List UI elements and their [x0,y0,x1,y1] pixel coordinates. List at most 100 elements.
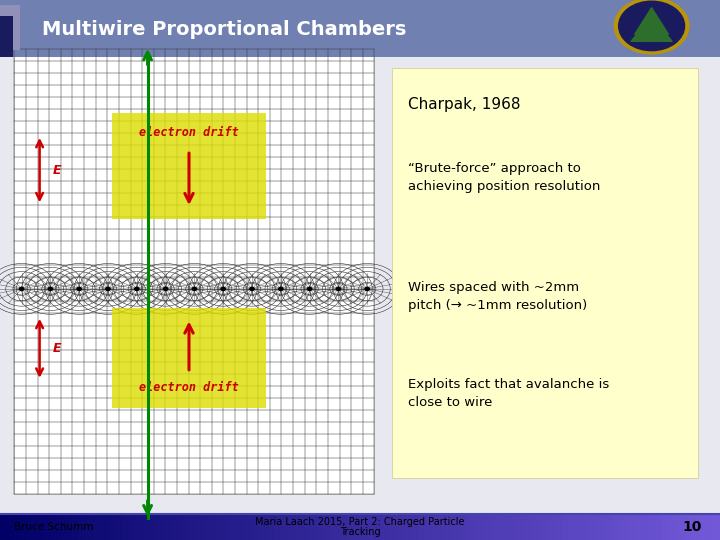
Bar [151,514,158,540]
Bar [86,514,94,540]
Bar [425,514,432,540]
Text: Wires spaced with ~2mm
pitch (→ ~1mm resolution): Wires spaced with ~2mm pitch (→ ~1mm res… [408,281,588,312]
Bar [187,514,194,540]
Bar [461,514,468,540]
Bar [490,514,497,540]
Bar [698,514,706,540]
Bar [432,514,439,540]
Bar [713,514,720,540]
Bar [14,49,374,494]
Bar [598,514,605,540]
Bar [115,514,122,540]
Bar [533,514,540,540]
Bar [662,514,670,540]
Bar [583,514,590,540]
Bar [634,514,641,540]
Bar [410,514,418,540]
Circle shape [135,287,139,291]
Bar [482,514,490,540]
Bar [108,514,115,540]
Bar [43,514,50,540]
Bar [274,514,281,540]
Bar [202,514,209,540]
Circle shape [163,287,168,291]
Bar [36,514,43,540]
Text: Multiwire Proportional Chambers: Multiwire Proportional Chambers [42,20,406,39]
Bar [0,5,20,50]
Circle shape [192,287,197,291]
Bar [504,514,511,540]
Bar [677,514,684,540]
Bar [691,514,698,540]
Bar [72,514,79,540]
Bar [180,514,187,540]
Bar [396,514,403,540]
Circle shape [336,287,341,291]
Bar [511,514,518,540]
Bar [526,514,533,540]
Bar [310,514,317,540]
Bar [137,514,144,540]
Circle shape [614,0,689,54]
Bar [112,308,266,408]
Circle shape [77,287,81,291]
Bar [374,514,382,540]
Bar [223,514,230,540]
Bar [130,514,137,540]
Circle shape [365,287,369,291]
Bar [626,514,634,540]
Bar [353,514,360,540]
Bar [112,113,266,219]
Bar [173,514,180,540]
Bar [216,514,223,540]
Bar [209,514,216,540]
Text: 10: 10 [683,520,702,534]
Bar [158,514,166,540]
Bar [0,514,7,540]
Bar [648,514,655,540]
Bar [540,514,547,540]
Text: electron drift: electron drift [139,381,239,394]
Bar [590,514,598,540]
Bar [367,514,374,540]
Bar [7,514,14,540]
Bar [79,514,86,540]
Bar [389,514,396,540]
Bar [259,514,266,540]
Bar [612,514,619,540]
Bar [317,514,324,540]
Bar [670,514,677,540]
Bar [65,514,72,540]
Bar [605,514,612,540]
Bar [360,514,367,540]
Bar [346,514,353,540]
Circle shape [48,287,53,291]
Bar [0,16,13,57]
Bar [576,514,583,540]
Bar [706,514,713,540]
Text: Maria Laach 2015, Part 2: Charged Particle: Maria Laach 2015, Part 2: Charged Partic… [256,517,464,526]
Text: E: E [53,342,61,355]
Bar [302,514,310,540]
Bar [281,514,288,540]
Text: “Brute-force” approach to
achieving position resolution: “Brute-force” approach to achieving posi… [408,162,600,193]
Circle shape [106,287,110,291]
Bar [194,514,202,540]
Polygon shape [635,8,668,35]
Circle shape [221,287,225,291]
Bar [562,514,569,540]
Circle shape [618,1,685,51]
Text: Bruce Schumm: Bruce Schumm [14,522,94,532]
Bar [547,514,554,540]
Bar [641,514,648,540]
Bar [619,514,626,540]
Bar [439,514,446,540]
Bar [454,514,461,540]
Bar [101,514,108,540]
Bar [29,514,36,540]
Bar [14,514,22,540]
Bar [252,514,259,540]
Bar [238,514,245,540]
Bar [144,514,151,540]
Bar [230,514,238,540]
